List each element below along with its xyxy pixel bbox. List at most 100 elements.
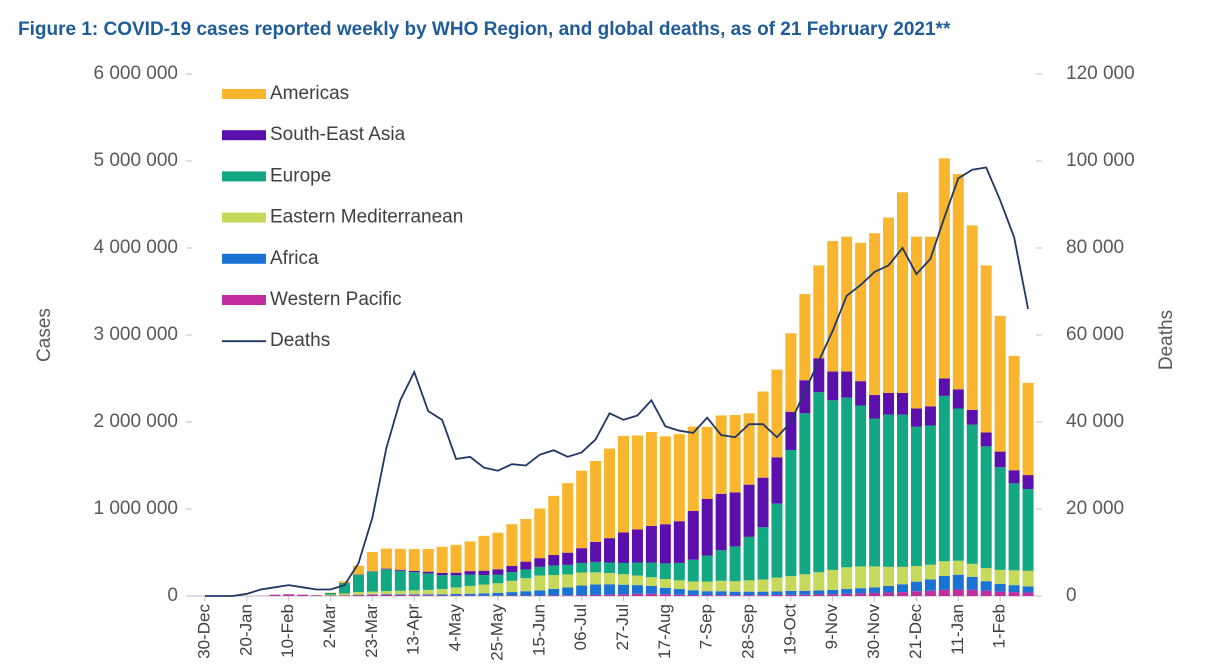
bar-segment bbox=[645, 432, 657, 526]
bar-segment bbox=[952, 589, 964, 596]
legend-label: Americas bbox=[270, 83, 349, 104]
bar-segment bbox=[813, 265, 825, 359]
bar-segment bbox=[590, 541, 602, 562]
bar-segment bbox=[673, 521, 685, 563]
bar-segment bbox=[1008, 570, 1020, 586]
bar-segment bbox=[869, 566, 881, 588]
bar-segment bbox=[576, 562, 588, 573]
bar-segment bbox=[799, 380, 811, 414]
bar-segment bbox=[827, 594, 839, 596]
bar-segment bbox=[464, 574, 476, 586]
bar-segment bbox=[492, 592, 504, 596]
bar-segment bbox=[980, 265, 992, 433]
bar-segment bbox=[408, 594, 420, 596]
bar-segment bbox=[422, 571, 434, 574]
bar-segment bbox=[813, 392, 825, 573]
y2-tick-label: 80 000 bbox=[1066, 237, 1124, 258]
bar-segment bbox=[1022, 488, 1034, 571]
y2-tick-label: 60 000 bbox=[1066, 324, 1124, 345]
bar-segment bbox=[715, 550, 727, 581]
bar-segment bbox=[938, 158, 950, 379]
bar-segment bbox=[785, 411, 797, 451]
bar-segment bbox=[618, 532, 629, 563]
bar-segment bbox=[422, 573, 434, 590]
bar-segment bbox=[869, 233, 881, 396]
bar-segment bbox=[701, 595, 713, 596]
bar-segment bbox=[492, 532, 504, 570]
bar-segment bbox=[715, 493, 727, 551]
bar-segment bbox=[924, 236, 936, 407]
bar-segment bbox=[631, 435, 643, 530]
bar-segment bbox=[1008, 483, 1020, 571]
bar-segment bbox=[827, 371, 839, 401]
bar-segment bbox=[464, 593, 476, 596]
bar-segment bbox=[813, 590, 825, 595]
bar-segment bbox=[715, 591, 727, 596]
bar-segment bbox=[994, 591, 1006, 596]
bar-segment bbox=[436, 575, 448, 590]
bar-segment bbox=[408, 590, 420, 595]
bar-segment bbox=[380, 594, 392, 596]
bar-segment bbox=[855, 566, 867, 589]
bar-segment bbox=[548, 575, 560, 589]
y2-tick-label: 0 bbox=[1066, 585, 1077, 606]
x-tick-label: 20-Jan bbox=[236, 604, 255, 656]
bar-segment bbox=[590, 584, 602, 595]
bar-segment bbox=[673, 589, 685, 595]
bar-segment bbox=[813, 358, 825, 393]
bar-segment bbox=[422, 595, 434, 596]
bar-segment bbox=[924, 564, 936, 580]
bar-segment bbox=[701, 426, 713, 499]
bar-segment bbox=[631, 529, 643, 563]
bar-segment bbox=[1008, 470, 1020, 484]
bar-segment bbox=[701, 591, 713, 596]
bar-segment bbox=[980, 581, 992, 591]
bar-segment bbox=[883, 217, 895, 393]
y-tick-label: 1 000 000 bbox=[93, 498, 178, 519]
bar-segment bbox=[952, 560, 964, 575]
bar-segment bbox=[827, 589, 839, 595]
bar-segment bbox=[339, 593, 350, 596]
bar-segment bbox=[785, 594, 797, 596]
y-tick-label: 6 000 000 bbox=[93, 63, 178, 84]
bar-segment bbox=[492, 574, 504, 584]
bar-segment bbox=[757, 591, 769, 596]
legend-label: Deaths bbox=[270, 330, 330, 351]
y-tick-label: 4 000 000 bbox=[93, 237, 178, 258]
bar-segment bbox=[938, 575, 950, 590]
bar-segment bbox=[673, 594, 685, 596]
x-tick-label: 30-Nov bbox=[864, 604, 883, 659]
bar-segment bbox=[743, 413, 755, 485]
x-tick-label: 28-Sep bbox=[739, 604, 758, 659]
bar-segment bbox=[520, 591, 532, 596]
x-tick-label: 9-Nov bbox=[822, 604, 841, 650]
bar-segment bbox=[659, 587, 671, 595]
bar-segment bbox=[380, 548, 392, 569]
bar-segment bbox=[352, 565, 364, 575]
bar-segment bbox=[562, 552, 574, 565]
bar-segment bbox=[659, 579, 671, 588]
bar-segment bbox=[701, 581, 713, 592]
bar-segment bbox=[366, 571, 378, 592]
bar-segment bbox=[506, 580, 518, 593]
bar-segment bbox=[645, 525, 657, 563]
bar-segment bbox=[548, 588, 560, 596]
bar-segment bbox=[897, 566, 908, 585]
legend-swatch bbox=[222, 89, 266, 99]
bar-segment bbox=[408, 572, 420, 591]
bar-segment bbox=[924, 579, 936, 591]
bar-segment bbox=[464, 541, 476, 572]
bar-segment bbox=[1022, 570, 1034, 587]
bar-segment bbox=[966, 576, 978, 590]
bar-segment bbox=[297, 594, 309, 596]
bar-segment bbox=[283, 594, 295, 596]
bar-segment bbox=[506, 565, 518, 573]
bar-segment bbox=[715, 595, 727, 596]
y2-tick-label: 100 000 bbox=[1066, 150, 1135, 171]
bar-segment bbox=[869, 418, 881, 567]
bar-segment bbox=[841, 236, 853, 372]
bar-segment bbox=[952, 389, 964, 409]
bar-segment bbox=[645, 562, 657, 578]
bar-segment bbox=[576, 572, 588, 586]
bar-segment bbox=[729, 415, 741, 493]
